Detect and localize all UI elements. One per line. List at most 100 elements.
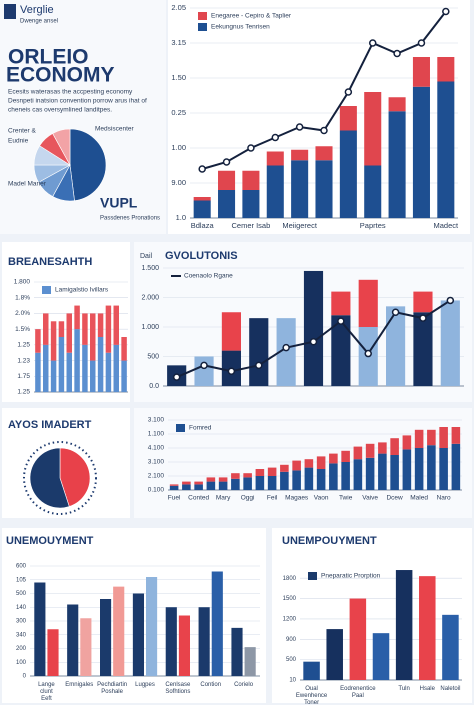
line-marker: [198, 165, 206, 173]
bar: [211, 571, 223, 676]
bar-segment: [66, 352, 72, 392]
brand: Verglie: [20, 4, 54, 16]
legend-swatch: [176, 424, 185, 432]
x-tick-label: Conted: [188, 495, 209, 502]
line-marker: [282, 343, 290, 352]
pie-label: Madel Marier: [8, 181, 47, 188]
bar-segment: [206, 481, 216, 490]
bar-segment: [90, 360, 96, 392]
bar: [349, 598, 367, 680]
bar-segment: [315, 160, 333, 218]
bar-segment: [231, 478, 240, 490]
bar-segment: [365, 443, 375, 458]
panel: [272, 528, 472, 703]
y-tick-label: 1.00: [171, 143, 186, 152]
badge-caption: Passdenes Pronations: [100, 216, 160, 222]
bar-segment: [218, 477, 228, 482]
bar-segment: [331, 291, 351, 316]
bar-segment: [414, 448, 424, 490]
bar-segment: [74, 329, 80, 392]
bar: [419, 576, 436, 680]
bar-segment: [243, 473, 252, 478]
bar-segment: [276, 318, 296, 386]
bar-segment: [388, 111, 406, 218]
bar-segment: [341, 450, 350, 462]
x-tick-label: Eodrenentice Paal: [340, 686, 376, 699]
bar-segment: [292, 470, 301, 490]
line-marker: [393, 49, 401, 58]
bar-segment: [364, 92, 382, 166]
bar-segment: [414, 429, 424, 448]
y-tick-label: 300: [16, 619, 27, 625]
bar-segment: [97, 313, 104, 337]
x-tick-label: Fuel: [168, 495, 181, 502]
bar-segment: [97, 337, 104, 392]
bar-segment: [413, 312, 433, 386]
y-tick-label: 1.000: [141, 324, 159, 331]
bar-segment: [267, 467, 277, 476]
x-tick-label: Tuln: [398, 686, 409, 692]
legend-swatch: [198, 23, 207, 31]
line-marker: [417, 39, 426, 47]
bar-segment: [402, 435, 412, 450]
x-tick-label: Lange clunt Eeft: [38, 682, 55, 702]
x-tick-label: Oual Ewenhence Toner: [296, 686, 328, 705]
bar-segment: [43, 344, 49, 392]
y-tick-label: 1.800: [14, 279, 31, 286]
y-tick-label: 3.15: [171, 38, 186, 47]
line-marker: [222, 158, 231, 166]
bar-segment: [43, 313, 49, 345]
bar-segment: [291, 149, 309, 161]
y-tick-label: 1.100: [148, 431, 165, 438]
bar: [165, 607, 177, 676]
bar-segment: [66, 313, 72, 353]
line-marker: [368, 39, 377, 47]
bar-segment: [218, 481, 228, 490]
bar-segment: [266, 151, 284, 166]
bar-segment: [341, 462, 350, 490]
x-tick-label: Mary: [216, 495, 231, 502]
bar-segment: [121, 360, 127, 392]
bar-segment: [280, 464, 289, 472]
bar-segment: [193, 200, 211, 218]
bar-segment: [58, 337, 65, 392]
bar-segment: [90, 313, 96, 361]
chart-title: BREANESAHTH: [8, 256, 92, 268]
legend-swatch: [198, 12, 207, 20]
y-tick-label: 2.000: [141, 294, 159, 301]
line-marker: [344, 88, 353, 96]
y-tick-label: 100: [16, 660, 27, 666]
y-tick-label: 1.8%: [15, 294, 30, 301]
line-marker: [271, 133, 280, 142]
bar-segment: [231, 473, 240, 479]
y-tick-label: 1800: [283, 576, 297, 582]
line-marker: [172, 373, 181, 381]
pie-label: Eudnie: [8, 138, 29, 145]
y-tick-label: 2.0%: [15, 310, 30, 317]
bar-segment: [451, 427, 461, 444]
bar-segment: [255, 476, 265, 490]
paragraph: cheneis cas oversymlined landitpes.: [8, 107, 112, 114]
bar-segment: [315, 146, 333, 161]
bar-segment: [303, 270, 324, 386]
bar-segment: [182, 481, 191, 485]
bar-segment: [427, 429, 436, 446]
bar: [100, 599, 112, 676]
line-marker: [227, 367, 236, 375]
legend-label: Pneparatic Prorption: [321, 573, 381, 580]
bar: [67, 604, 79, 676]
title: ECONOMY: [6, 64, 115, 87]
bar-segment: [316, 469, 326, 490]
bar-segment: [353, 459, 363, 490]
legend-label: Coenaolo Rgane: [184, 273, 233, 280]
bar: [80, 618, 92, 676]
legend-label: Eekungnus Tenrisen: [211, 24, 270, 31]
x-tick-label: Contion: [200, 682, 221, 688]
bar-segment: [427, 445, 436, 490]
line-marker: [320, 126, 328, 135]
bar-segment: [439, 448, 448, 490]
y-tick-label: 900: [286, 637, 297, 643]
bar-segment: [194, 484, 203, 490]
bar-segment: [50, 360, 57, 392]
line-marker: [295, 123, 304, 131]
